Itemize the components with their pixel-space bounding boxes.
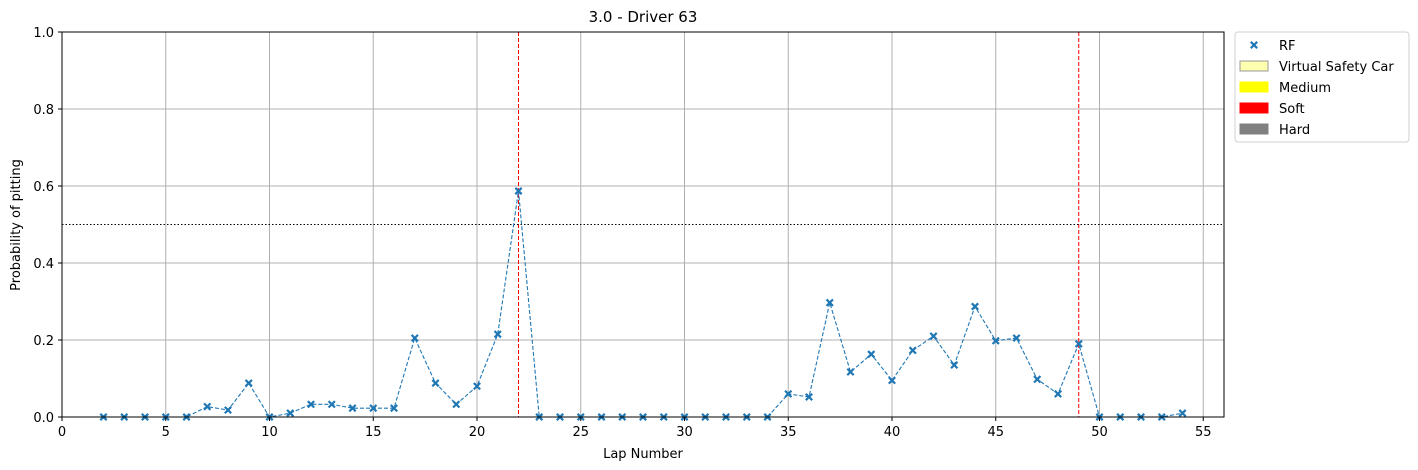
data-point: [867, 350, 876, 359]
x-tick-label: 40: [884, 425, 901, 440]
data-point: [1054, 389, 1062, 398]
data-point: [390, 404, 398, 413]
data-point: [1033, 375, 1042, 384]
x-axis-ticks: 0 5 10 15 20 25 30 35 40 45 50 55: [58, 417, 1212, 440]
legend-box: [1234, 31, 1410, 143]
data-point: [203, 402, 212, 411]
plot-frame: [61, 31, 1225, 418]
y-tick-label: 0.2: [33, 334, 54, 349]
data-point: [805, 393, 813, 401]
data-point: [1074, 339, 1083, 348]
series-rf: [99, 187, 1187, 421]
x-tick-label: 50: [1091, 425, 1108, 440]
legend-label: Soft: [1279, 102, 1305, 117]
legend-entry: Virtual Safety Car: [1239, 60, 1394, 75]
data-point: [991, 336, 1000, 345]
x-tick-label: 30: [676, 425, 693, 440]
data-point: [908, 346, 917, 355]
legend-label: Hard: [1279, 123, 1310, 138]
x-tick-label: 5: [162, 425, 170, 440]
y-tick-label: 1.0: [33, 26, 54, 41]
data-point: [950, 361, 959, 370]
data-point: [286, 409, 295, 418]
data-point: [846, 367, 855, 376]
legend-label: Virtual Safety Car: [1279, 60, 1394, 75]
data-point: [888, 376, 896, 385]
legend-swatch: [1239, 123, 1269, 135]
x-tick-label: 20: [469, 425, 486, 440]
data-point: [473, 382, 481, 391]
y-tick-label: 0.0: [33, 411, 54, 426]
legend-swatch: [1239, 81, 1269, 93]
legend-label: RF: [1279, 39, 1296, 54]
chart-title: 3.0 - Driver 63: [589, 8, 698, 26]
legend-label: Medium: [1279, 81, 1331, 96]
y-axis-ticks: 0.0 0.2 0.4 0.6 0.8 1.0: [33, 26, 62, 426]
y-tick-label: 0.6: [33, 180, 54, 195]
data-point: [410, 334, 419, 343]
data-point: [1012, 334, 1021, 343]
legend: RF Virtual Safety Car Medium Soft Hard: [1234, 31, 1410, 143]
data-point: [452, 400, 461, 409]
data-point: [327, 400, 336, 409]
data-point: [825, 298, 834, 307]
x-tick-label: 0: [58, 425, 66, 440]
x-tick-label: 10: [261, 425, 278, 440]
data-point: [348, 404, 357, 413]
data-point: [224, 406, 232, 415]
data-point: [307, 400, 315, 409]
data-point: [369, 404, 378, 413]
x-tick-label: 35: [780, 425, 797, 440]
legend-entry: Soft: [1239, 102, 1305, 117]
pit-lap-lines: [518, 32, 1080, 417]
legend-swatch: [1239, 102, 1269, 114]
data-point: [244, 379, 253, 388]
data-point: [929, 332, 938, 341]
data-point: [971, 302, 979, 311]
data-point: [1178, 409, 1187, 418]
x-axis-label: Lap Number: [603, 447, 683, 462]
legend-entry: Hard: [1239, 123, 1310, 138]
x-tick-label: 45: [987, 425, 1004, 440]
data-point: [431, 379, 440, 388]
legend-entry: Medium: [1239, 81, 1331, 96]
x-tick-label: 25: [572, 425, 589, 440]
data-point: [514, 187, 523, 195]
y-tick-label: 0.8: [33, 103, 54, 118]
x-tick-label: 55: [1195, 425, 1212, 440]
data-point: [493, 330, 502, 339]
legend-entry: RF: [1250, 39, 1296, 54]
legend-swatch: [1239, 60, 1269, 72]
y-axis-label: Probability of pitting: [9, 159, 24, 291]
y-tick-label: 0.4: [33, 257, 54, 272]
data-point: [784, 389, 793, 398]
x-tick-label: 15: [365, 425, 382, 440]
